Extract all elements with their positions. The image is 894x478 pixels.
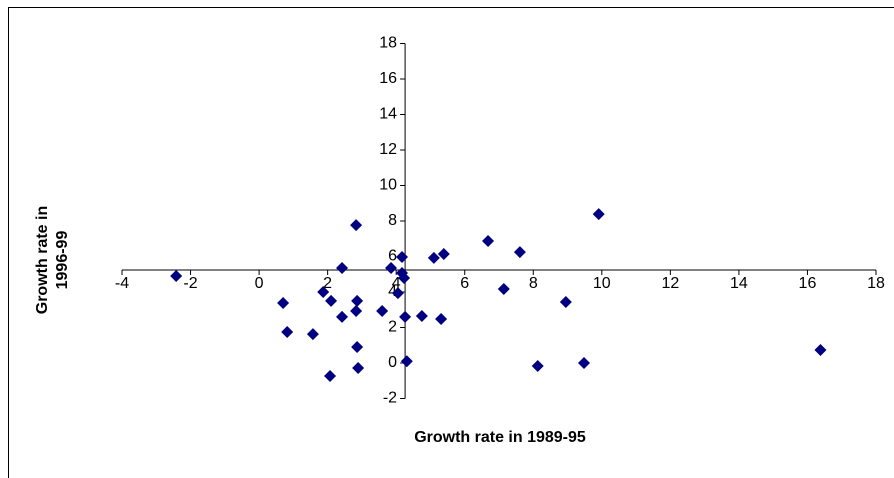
point <box>415 309 428 322</box>
x-tick-label: 2 <box>323 275 332 292</box>
point <box>399 310 412 323</box>
point <box>336 262 349 275</box>
y-tick-label: 12 <box>379 141 397 158</box>
x-tick-label: 16 <box>799 275 817 292</box>
chart-border <box>8 7 894 478</box>
point <box>577 357 590 369</box>
point <box>350 219 363 232</box>
y-tick-label: 6 <box>388 248 397 265</box>
x-axis-title: Growth rate in 1989-95 <box>414 429 586 446</box>
point <box>336 310 349 323</box>
y-tick-label: 2 <box>388 319 397 336</box>
point <box>497 282 510 295</box>
point <box>437 248 450 261</box>
point <box>814 344 827 357</box>
y-axis-title-box: Growth rate in 1996-99 <box>34 205 71 315</box>
point <box>482 235 495 248</box>
y-tick-label: 16 <box>379 70 397 87</box>
point <box>351 294 364 307</box>
point <box>385 262 398 275</box>
point <box>277 297 290 310</box>
x-tick-label: 4 <box>392 275 401 292</box>
y-tick-label: 18 <box>379 35 397 52</box>
y-tick-label: 14 <box>379 106 397 123</box>
y-tick-label: 10 <box>379 177 397 194</box>
point <box>400 355 413 368</box>
point <box>170 270 183 283</box>
point <box>531 360 544 373</box>
x-tick-label: 12 <box>661 275 679 292</box>
point <box>435 312 448 325</box>
point <box>325 294 338 307</box>
point <box>324 369 337 382</box>
y-tick-label: 8 <box>388 212 397 229</box>
y-axis-title: Growth rate in 1996-99 <box>34 205 71 315</box>
x-tick-label: 14 <box>730 275 748 292</box>
point <box>398 271 411 284</box>
point <box>376 304 389 317</box>
y-tick-label: 0 <box>388 354 397 371</box>
x-tick-label: -4 <box>115 275 129 292</box>
point <box>351 341 364 354</box>
point <box>317 286 330 298</box>
point <box>350 304 363 317</box>
point <box>427 251 440 264</box>
point <box>592 208 605 221</box>
x-tick-label: 8 <box>529 275 538 292</box>
point <box>391 287 404 300</box>
point <box>513 246 526 259</box>
x-tick-label: 18 <box>867 275 885 292</box>
point <box>352 361 365 374</box>
point <box>559 295 572 308</box>
point <box>281 325 294 338</box>
x-tick-label: 6 <box>460 275 469 292</box>
x-tick-label: 10 <box>593 275 611 292</box>
point <box>306 328 319 341</box>
point <box>396 251 409 264</box>
y-tick-label: 4 <box>388 283 397 300</box>
y-tick-label: -2 <box>383 390 397 407</box>
x-tick-label: -2 <box>183 275 197 292</box>
x-tick-label: 0 <box>255 275 264 292</box>
